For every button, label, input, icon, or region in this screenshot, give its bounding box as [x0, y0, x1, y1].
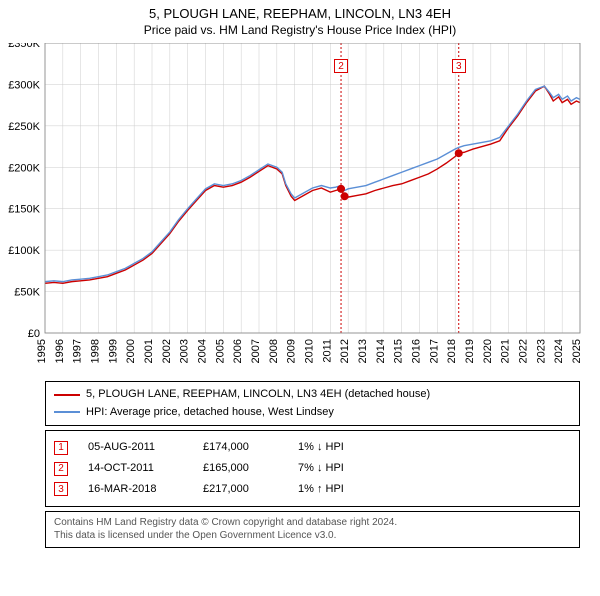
legend-row: 5, PLOUGH LANE, REEPHAM, LINCOLN, LN3 4E… — [54, 386, 571, 404]
event-marker-badge: 2 — [334, 59, 348, 73]
svg-text:1997: 1997 — [72, 339, 84, 363]
legend-box: 5, PLOUGH LANE, REEPHAM, LINCOLN, LN3 4E… — [45, 381, 580, 426]
event-price: £174,000 — [203, 437, 278, 458]
event-price: £165,000 — [203, 458, 278, 479]
event-date: 05-AUG-2011 — [88, 437, 183, 458]
chart-subtitle: Price paid vs. HM Land Registry's House … — [0, 23, 600, 37]
legend-row: HPI: Average price, detached house, West… — [54, 404, 571, 422]
events-box: 1 05-AUG-2011 £174,000 1% ↓ HPI 2 14-OCT-2011… — [45, 430, 580, 507]
svg-text:2008: 2008 — [268, 339, 280, 363]
legend-label: 5, PLOUGH LANE, REEPHAM, LINCOLN, LN3 4E… — [86, 386, 430, 404]
event-date: 16-MAR-2018 — [88, 479, 183, 500]
event-badge: 3 — [54, 482, 68, 496]
svg-text:2003: 2003 — [179, 339, 191, 363]
svg-text:2009: 2009 — [286, 339, 298, 363]
svg-text:£200K: £200K — [8, 162, 40, 174]
svg-text:2024: 2024 — [553, 339, 565, 363]
svg-text:2007: 2007 — [250, 339, 262, 363]
svg-text:2014: 2014 — [375, 339, 387, 363]
svg-text:1999: 1999 — [107, 339, 119, 363]
event-price: £217,000 — [203, 479, 278, 500]
event-badge: 2 — [54, 462, 68, 476]
svg-text:2025: 2025 — [571, 339, 583, 363]
svg-text:2000: 2000 — [125, 339, 137, 363]
svg-text:2015: 2015 — [393, 339, 405, 363]
event-row: 3 16-MAR-2018 £217,000 1% ↑ HPI — [54, 479, 571, 500]
svg-text:2013: 2013 — [357, 339, 369, 363]
event-row: 1 05-AUG-2011 £174,000 1% ↓ HPI — [54, 437, 571, 458]
svg-text:2022: 2022 — [518, 339, 530, 363]
svg-text:£100K: £100K — [8, 245, 40, 257]
svg-text:2018: 2018 — [446, 339, 458, 363]
event-row: 2 14-OCT-2011 £165,000 7% ↓ HPI — [54, 458, 571, 479]
event-date: 14-OCT-2011 — [88, 458, 183, 479]
svg-text:2010: 2010 — [304, 339, 316, 363]
svg-text:2004: 2004 — [197, 339, 209, 363]
svg-text:2020: 2020 — [482, 339, 494, 363]
svg-text:1998: 1998 — [90, 339, 102, 363]
svg-text:£0: £0 — [28, 328, 40, 340]
svg-text:2012: 2012 — [339, 339, 351, 363]
svg-text:£250K: £250K — [8, 121, 40, 133]
attribution-line: Contains HM Land Registry data © Crown c… — [54, 516, 571, 530]
event-badge: 1 — [54, 441, 68, 455]
svg-text:£300K: £300K — [8, 79, 40, 91]
event-marker-badge: 3 — [452, 59, 466, 73]
legend-swatch — [54, 411, 80, 413]
svg-text:2002: 2002 — [161, 339, 173, 363]
svg-text:2023: 2023 — [535, 339, 547, 363]
chart-title: 5, PLOUGH LANE, REEPHAM, LINCOLN, LN3 4E… — [0, 6, 600, 21]
svg-text:2016: 2016 — [411, 339, 423, 363]
svg-text:1996: 1996 — [54, 339, 66, 363]
svg-text:2017: 2017 — [428, 339, 440, 363]
attribution-box: Contains HM Land Registry data © Crown c… — [45, 511, 580, 548]
svg-text:£350K: £350K — [8, 43, 40, 50]
legend-swatch — [54, 394, 80, 396]
chart-svg: £0 £50K £100K £150K £200K £250K £300K £350K 1995… — [0, 43, 590, 373]
chart-area: £0 £50K £100K £150K £200K £250K £300K £350K 1995… — [0, 43, 600, 373]
event-desc: 1% ↑ HPI — [298, 479, 344, 500]
svg-text:2005: 2005 — [214, 339, 226, 363]
svg-text:2011: 2011 — [321, 339, 333, 363]
svg-text:1995: 1995 — [36, 339, 48, 363]
attribution-line: This data is licensed under the Open Gov… — [54, 529, 571, 543]
svg-text:2019: 2019 — [464, 339, 476, 363]
svg-text:£50K: £50K — [14, 287, 40, 299]
svg-text:£150K: £150K — [8, 204, 40, 216]
event-desc: 7% ↓ HPI — [298, 458, 344, 479]
svg-text:2006: 2006 — [232, 339, 244, 363]
svg-text:2021: 2021 — [500, 339, 512, 363]
legend-label: HPI: Average price, detached house, West… — [86, 404, 334, 422]
svg-text:2001: 2001 — [143, 339, 155, 363]
event-desc: 1% ↓ HPI — [298, 437, 344, 458]
